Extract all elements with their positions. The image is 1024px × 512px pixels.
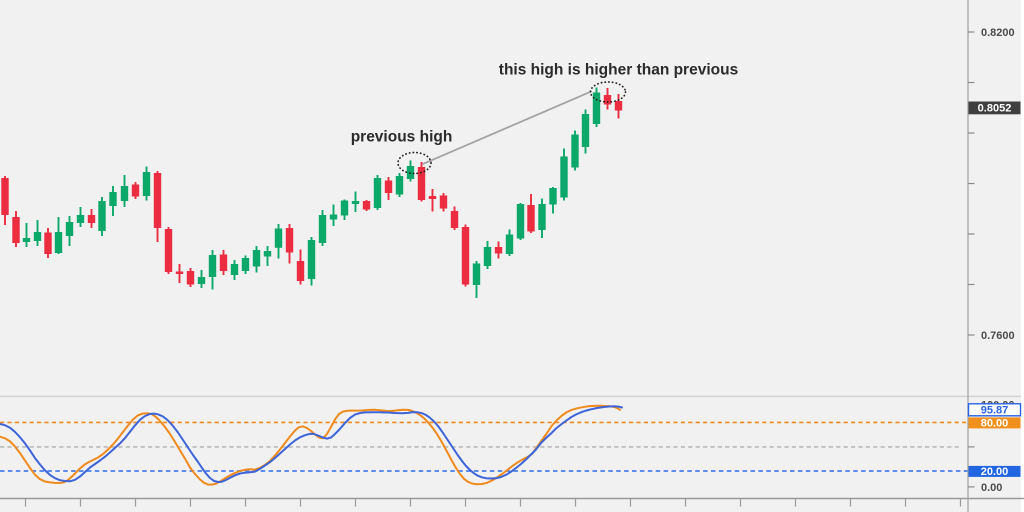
svg-text:95.87: 95.87	[981, 405, 1009, 417]
svg-text:0.8200: 0.8200	[981, 27, 1015, 39]
svg-text:this high is higher than previ: this high is higher than previous	[499, 62, 738, 79]
svg-text:0.8052: 0.8052	[978, 103, 1012, 115]
svg-text:0.7600: 0.7600	[981, 330, 1015, 342]
svg-text:80.00: 80.00	[981, 418, 1009, 430]
svg-text:previous high: previous high	[351, 129, 453, 146]
svg-text:20.00: 20.00	[981, 466, 1009, 478]
svg-text:0.00: 0.00	[981, 482, 1002, 494]
